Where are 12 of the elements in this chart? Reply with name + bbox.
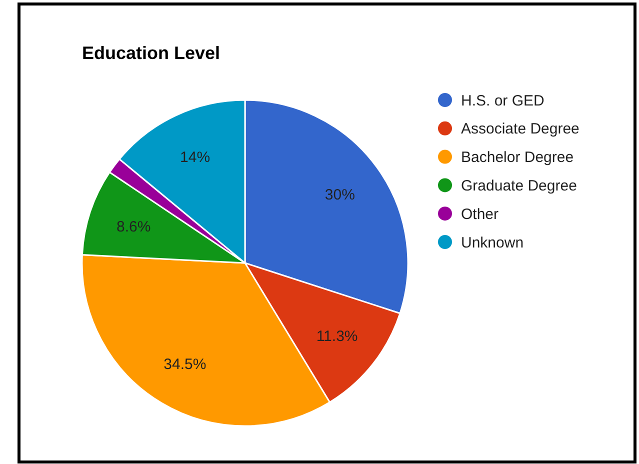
data-label: 14% — [180, 149, 210, 166]
legend-label: Graduate Degree — [461, 177, 577, 194]
legend-label: Other — [461, 206, 499, 223]
legend-label: Bachelor Degree — [461, 149, 574, 166]
legend-label: H.S. or GED — [461, 92, 545, 110]
data-label: 8.6% — [116, 218, 151, 236]
data-label: 34.5% — [164, 356, 206, 374]
data-label: 30% — [324, 186, 355, 204]
data-label: 11.3% — [316, 328, 358, 346]
legend-label: Unknown — [461, 234, 524, 252]
legend-label: Associate Degree — [461, 120, 580, 138]
chart-title: Education Level — [82, 43, 220, 63]
